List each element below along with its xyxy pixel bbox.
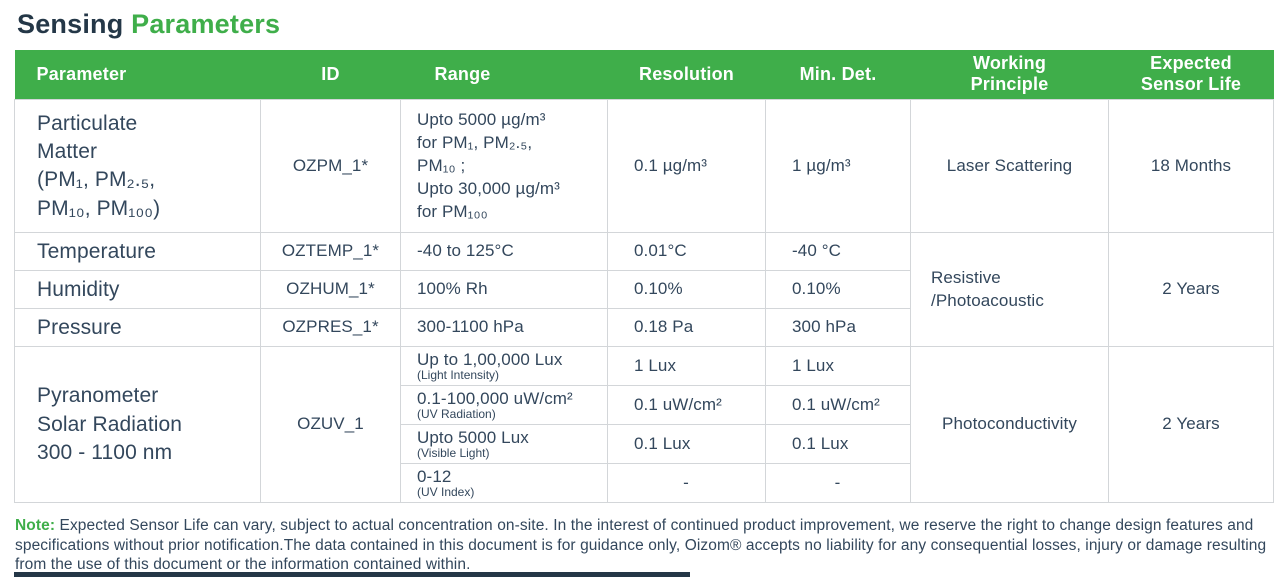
footnote-label: Note: [15,517,56,535]
range-value: 0.1-100,000 uW/cm² [417,388,573,408]
cell-pm-min-det: 1 µg/m³ [765,99,911,234]
header-sensor-life: Expected Sensor Life [1108,49,1274,100]
range-value: 0-12 [417,466,452,486]
cell-pyranometer-min-det-uv-radiation: 0.1 uW/cm² [765,385,911,426]
cell-pressure-range: 300-1100 hPa [400,308,608,348]
row-pyranometer-light-intensity: Pyranometer Solar Radiation 300 - 1100 n… [14,346,1274,504]
cell-pressure-resolution: 0.18 Pa [607,308,766,348]
cell-pm-sensor-life: 18 Months [1108,99,1274,234]
cell-temperature-id: OZTEMP_1* [260,232,401,272]
range-note: (UV Radiation) [417,407,496,422]
cell-pm-resolution: 0.1 µg/m³ [607,99,766,234]
cell-pyranometer-working-principle: Photoconductivity [910,346,1109,504]
page-title: Sensing Parameters [17,9,1273,40]
cell-temperature-parameter: Temperature [14,232,261,272]
page-title-highlight: Parameters [131,9,281,39]
header-min-det: Min. Det. [765,49,911,100]
range-value: Up to 1,00,000 Lux [417,349,563,369]
cell-pyranometer-min-det-visible-light: 0.1 Lux [765,424,911,465]
cell-pyranometer-id: OZUV_1 [260,346,401,504]
cell-pressure-parameter: Pressure [14,308,261,348]
cell-humidity-resolution: 0.10% [607,270,766,310]
row-pyranometer-visible-light: Upto 5000 Lux (Visible Light) 0.1 Lux 0.… [15,424,1274,465]
cell-pm-id: OZPM_1* [260,99,401,234]
range-value: Upto 5000 Lux [417,427,529,447]
cell-humidity-id: OZHUM_1* [260,270,401,310]
header-resolution: Resolution [607,49,766,100]
cropped-next-section-bar [14,572,690,577]
range-note: (Visible Light) [417,446,490,461]
cell-temperature-resolution: 0.01°C [607,232,766,272]
row-humidity: Humidity OZHUM_1* 100% Rh 0.10% 0.10% [14,270,1274,310]
cell-pyranometer-min-det-light-intensity: 1 Lux [765,346,911,387]
cell-pressure-id: OZPRES_1* [260,308,401,348]
cell-pyranometer-parameter: Pyranometer Solar Radiation 300 - 1100 n… [14,346,261,504]
cell-humidity-min-det: 0.10% [765,270,911,310]
cell-pressure-min-det: 300 hPa [765,308,911,348]
cell-humidity-parameter: Humidity [14,270,261,310]
cell-humidity-range: 100% Rh [400,270,608,310]
header-parameter: Parameter [14,49,261,100]
row-particulate-matter: Particulate Matter (PM₁, PM₂.₅, PM₁₀, PM… [14,99,1274,234]
page-title-prefix: Sensing [17,9,124,39]
cell-temperature-min-det: -40 °C [765,232,911,272]
cell-pyranometer-resolution-uv-index: - [607,463,766,504]
header-working-principle: Working Principle [910,49,1109,100]
footnote: Note: Expected Sensor Life can vary, sub… [15,516,1274,575]
table-header-row: Parameter ID Range Resolution Min. Det. … [14,49,1274,100]
range-note: (Light Intensity) [417,368,500,383]
cell-pyranometer-range-uv-radiation: 0.1-100,000 uW/cm² (UV Radiation) [400,385,608,426]
cell-temperature-range: -40 to 125°C [400,232,608,272]
cell-pyranometer-range-uv-index: 0-12 (UV Index) [400,463,608,504]
cell-pm-working-principle: Laser Scattering [910,99,1109,234]
cell-pyranometer-resolution-visible-light: 0.1 Lux [607,424,766,465]
cell-pyranometer-resolution-light-intensity: 1 Lux [607,346,766,387]
row-pyranometer-uv-index: 0-12 (UV Index) - - [15,463,1274,504]
cell-pyranometer-range-visible-light: Upto 5000 Lux (Visible Light) [400,424,608,465]
cell-pm-range: Upto 5000 µg/m³ for PM₁, PM₂.₅, PM₁₀ ; U… [400,99,608,234]
cell-pm-parameter: Particulate Matter (PM₁, PM₂.₅, PM₁₀, PM… [14,99,261,234]
sensing-parameters-table: Parameter ID Range Resolution Min. Det. … [14,49,1274,504]
row-temperature: Temperature OZTEMP_1* -40 to 125°C 0.01°… [14,232,1274,348]
cell-env-working-principle: Resistive /Photoacoustic [910,232,1109,348]
row-pressure: Pressure OZPRES_1* 300-1100 hPa 0.18 Pa … [14,308,1274,348]
cell-pyranometer-range-light-intensity: Up to 1,00,000 Lux (Light Intensity) [400,346,608,387]
cell-pyranometer-min-det-uv-index: - [765,463,911,504]
header-range: Range [400,49,608,100]
range-note: (UV Index) [417,485,475,500]
header-id: ID [260,49,401,100]
cell-env-sensor-life: 2 Years [1108,232,1274,348]
cell-pyranometer-sensor-life: 2 Years [1108,346,1274,504]
footnote-text: Expected Sensor Life can vary, subject t… [15,517,1267,574]
cell-pyranometer-resolution-uv-radiation: 0.1 uW/cm² [607,385,766,426]
